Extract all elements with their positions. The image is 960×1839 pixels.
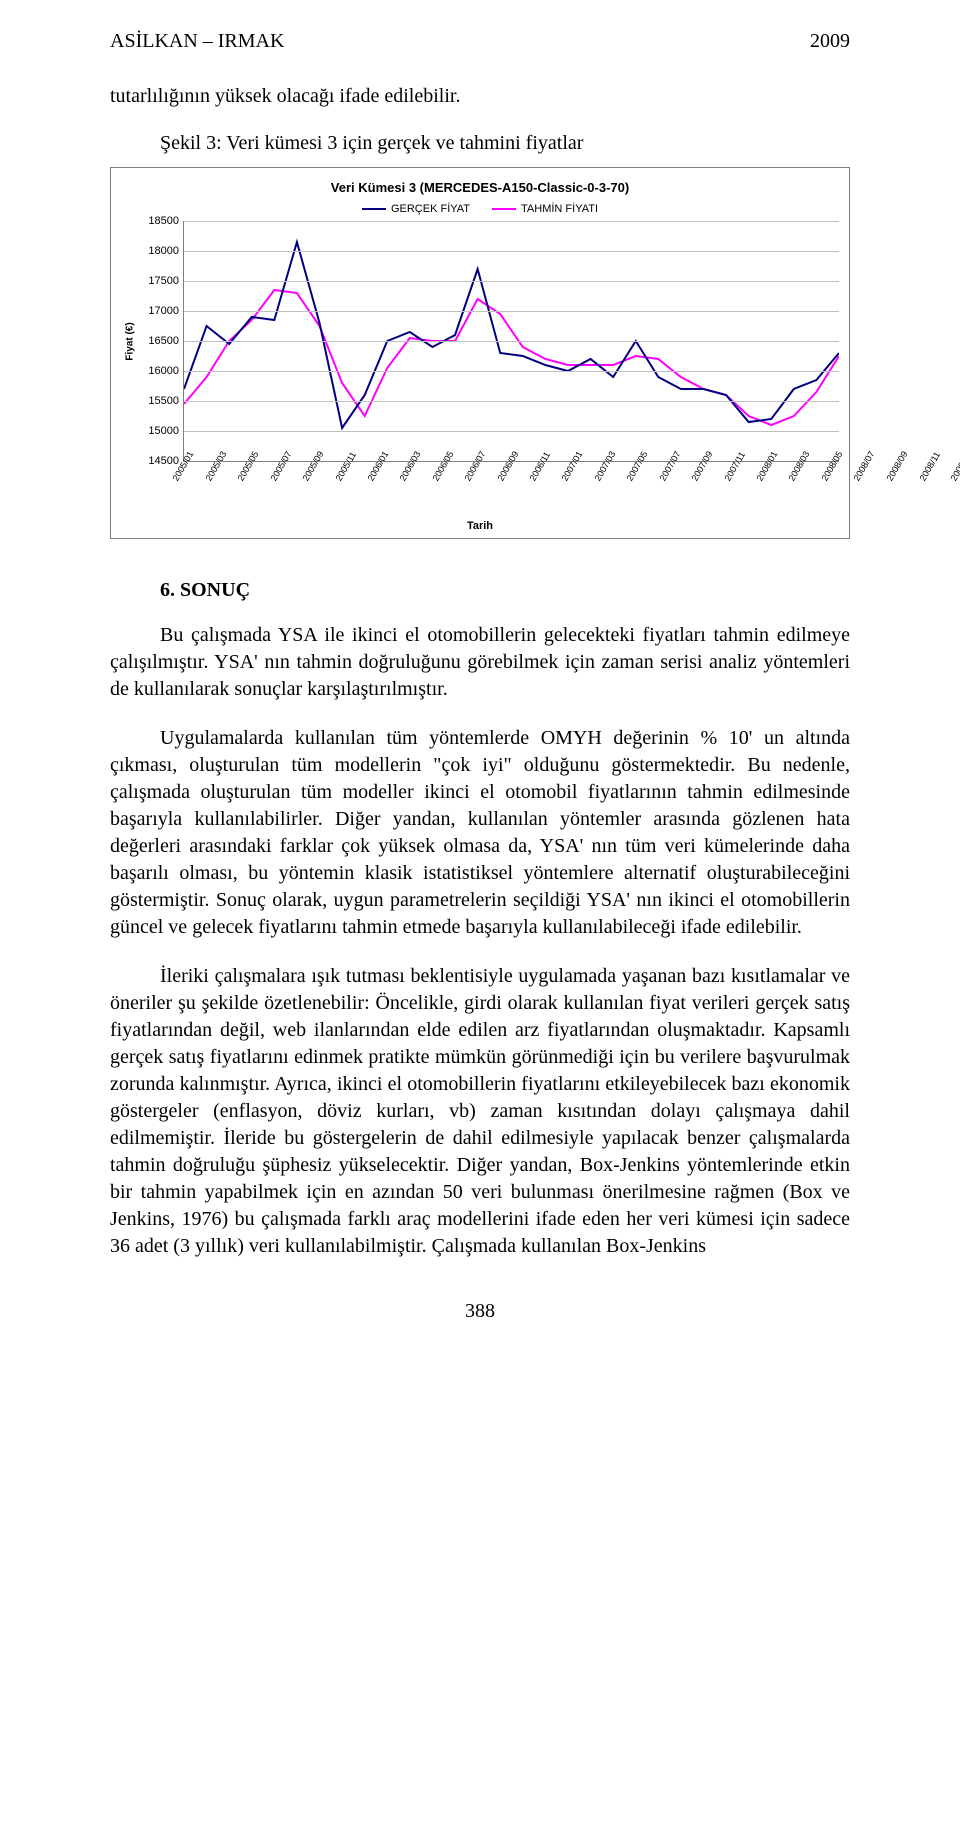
gridline (184, 371, 839, 372)
y-tick-label: 18500 (148, 215, 179, 227)
gridline (184, 341, 839, 342)
chart-title: Veri Kümesi 3 (MERCEDES-A150-Classic-0-3… (121, 180, 839, 195)
y-tick-label: 15000 (148, 425, 179, 437)
y-tick-label: 15500 (148, 395, 179, 407)
chart-container: Veri Kümesi 3 (MERCEDES-A150-Classic-0-3… (110, 167, 850, 539)
figure-caption: Şekil 3: Veri kümesi 3 için gerçek ve ta… (160, 132, 850, 155)
gridline (184, 251, 839, 252)
gridline (184, 281, 839, 282)
y-tick-label: 18000 (148, 245, 179, 257)
y-tick-label: 16500 (148, 335, 179, 347)
x-axis-ticks: 2005/012005/032005/052005/072005/092005/… (183, 464, 839, 520)
body-paragraph: İleriki çalışmalara ışık tutması beklent… (110, 963, 850, 1260)
intro-line: tutarlılığının yüksek olacağı ifade edil… (110, 83, 850, 110)
legend-label: TAHMİN FİYATI (521, 203, 598, 215)
legend-line-icon (362, 208, 386, 210)
x-axis-label: Tarih (121, 520, 839, 532)
gridline (184, 401, 839, 402)
chart-legend: GERÇEK FİYAT TAHMİN FİYATI (121, 203, 839, 215)
legend-line-icon (492, 208, 516, 210)
page-header: ASİLKAN – IRMAK 2009 (110, 30, 850, 53)
legend-item: GERÇEK FİYAT (362, 203, 470, 215)
header-year: 2009 (810, 30, 850, 53)
body-paragraph: Uygulamalarda kullanılan tüm yöntemlerde… (110, 725, 850, 941)
chart-plot-area (183, 221, 839, 462)
gridline (184, 221, 839, 222)
y-tick-label: 17500 (148, 275, 179, 287)
y-axis-label: Fiyat (€) (125, 322, 136, 360)
body-paragraph: Bu çalışmada YSA ile ikinci el otomobill… (110, 622, 850, 703)
y-axis-ticks: 1450015000155001600016500170001750018000… (139, 221, 183, 461)
gridline (184, 431, 839, 432)
legend-item: TAHMİN FİYATI (492, 203, 598, 215)
y-tick-label: 16000 (148, 365, 179, 377)
y-tick-label: 17000 (148, 305, 179, 317)
legend-label: GERÇEK FİYAT (391, 203, 470, 215)
page-number: 388 (110, 1300, 850, 1323)
y-tick-label: 14500 (148, 455, 179, 467)
section-title: 6. SONUÇ (160, 579, 850, 602)
header-authors: ASİLKAN – IRMAK (110, 30, 284, 53)
gridline (184, 311, 839, 312)
